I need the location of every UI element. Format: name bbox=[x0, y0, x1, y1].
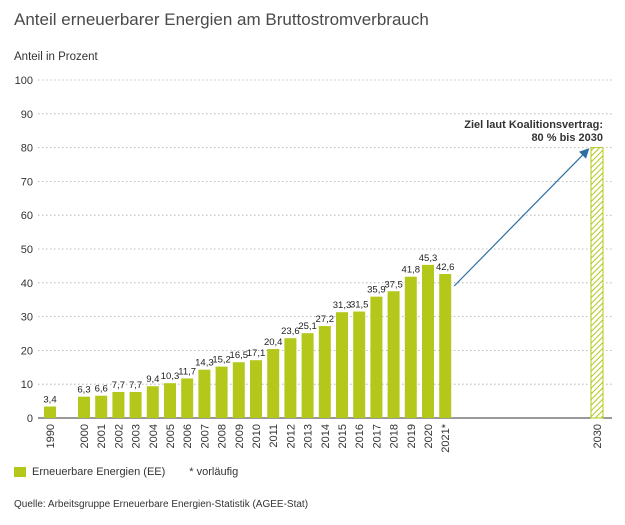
legend-swatch bbox=[14, 467, 26, 477]
target-annotation-line1: Ziel laut Koalitionsvertrag: bbox=[464, 119, 603, 131]
data-label: 31,3 bbox=[333, 300, 352, 311]
data-label: 42,6 bbox=[436, 262, 455, 273]
data-label: 15,2 bbox=[212, 355, 231, 366]
bar bbox=[422, 264, 434, 418]
bar bbox=[387, 291, 400, 418]
x-tick-label: 1990 bbox=[45, 424, 57, 448]
x-tick-label: 2007 bbox=[199, 424, 211, 448]
legend-note: * vorläufig bbox=[189, 466, 239, 478]
data-label: 3,4 bbox=[43, 395, 56, 406]
bar bbox=[250, 360, 262, 418]
bar bbox=[336, 312, 348, 418]
x-tick-label: 2000 bbox=[79, 424, 91, 448]
data-label: 23,6 bbox=[281, 326, 300, 337]
bar bbox=[284, 338, 297, 418]
bar bbox=[181, 378, 194, 418]
bar bbox=[44, 406, 56, 418]
y-tick-label: 80 bbox=[21, 143, 33, 155]
data-label: 9,4 bbox=[146, 374, 159, 385]
data-label: 35,9 bbox=[367, 285, 386, 296]
x-tick-label: 2014 bbox=[320, 424, 332, 448]
x-tick-label: 2021* bbox=[440, 423, 452, 452]
bar bbox=[318, 326, 331, 418]
bar bbox=[95, 395, 108, 418]
x-tick-label: 2015 bbox=[337, 424, 349, 448]
x-tick-label: 2011 bbox=[268, 424, 280, 448]
bar bbox=[301, 333, 314, 418]
y-axis-label: Anteil in Prozent bbox=[14, 51, 99, 63]
y-tick-label: 50 bbox=[21, 244, 33, 256]
data-label: 11,7 bbox=[178, 366, 196, 377]
data-label: 20,4 bbox=[264, 337, 283, 348]
x-tick-label: 2017 bbox=[371, 424, 383, 448]
x-tick-label-target: 2030 bbox=[592, 424, 604, 448]
data-label: 17,1 bbox=[247, 348, 266, 359]
chart-title: Anteil erneuerbarer Energien am Bruttost… bbox=[14, 10, 429, 29]
x-tick-label: 2016 bbox=[354, 424, 366, 448]
y-tick-label: 60 bbox=[21, 210, 33, 222]
target-annotation-line2: 80 % bis 2030 bbox=[531, 132, 603, 144]
bar bbox=[78, 396, 90, 418]
y-tick-label: 40 bbox=[21, 278, 33, 290]
bar bbox=[370, 296, 383, 418]
x-tick-label: 2013 bbox=[303, 424, 315, 448]
y-tick-label: 90 bbox=[21, 109, 33, 121]
bar bbox=[164, 383, 176, 418]
x-tick-label: 2001 bbox=[96, 424, 108, 448]
data-label: 41,8 bbox=[402, 265, 421, 276]
data-label: 31,5 bbox=[350, 300, 369, 311]
data-label: 10,3 bbox=[161, 371, 180, 382]
x-tick-label: 2020 bbox=[423, 424, 435, 448]
x-tick-label: 2006 bbox=[182, 424, 194, 448]
x-tick-label: 2019 bbox=[406, 424, 418, 448]
data-label: 16,5 bbox=[230, 350, 249, 361]
y-tick-label: 10 bbox=[21, 379, 33, 391]
x-tick-label: 2010 bbox=[251, 424, 263, 448]
data-label: 37,5 bbox=[384, 279, 403, 290]
bar bbox=[129, 391, 142, 418]
bar bbox=[404, 276, 417, 418]
y-tick-label: 20 bbox=[21, 345, 33, 357]
source-note: Quelle: Arbeitsgruppe Erneuerbare Energi… bbox=[14, 499, 309, 510]
y-tick-label: 0 bbox=[27, 413, 33, 425]
bar bbox=[146, 386, 159, 418]
data-label: 6,6 bbox=[95, 384, 108, 395]
data-label: 25,1 bbox=[298, 321, 317, 332]
bar bbox=[198, 369, 211, 418]
bar bbox=[439, 274, 452, 418]
data-label: 7,7 bbox=[112, 380, 125, 391]
x-tick-label: 2003 bbox=[131, 424, 143, 448]
data-label: 14,3 bbox=[195, 358, 214, 369]
x-tick-label: 2005 bbox=[165, 424, 177, 448]
legend-series-label: Erneuerbare Energien (EE) bbox=[32, 466, 166, 478]
bar bbox=[267, 349, 280, 418]
x-tick-label: 2002 bbox=[113, 424, 125, 448]
y-tick-label: 70 bbox=[21, 176, 33, 188]
x-tick-label: 2012 bbox=[285, 424, 297, 448]
data-label: 45,3 bbox=[419, 253, 438, 264]
target-bar bbox=[590, 147, 604, 419]
bar bbox=[232, 362, 245, 418]
data-label: 27,2 bbox=[316, 314, 335, 325]
target-arrow bbox=[453, 148, 590, 287]
bar bbox=[215, 366, 228, 418]
y-tick-label: 100 bbox=[15, 75, 33, 87]
legend: Erneuerbare Energien (EE) * vorläufig bbox=[14, 466, 238, 478]
bar bbox=[353, 311, 366, 418]
y-tick-label: 30 bbox=[21, 312, 33, 324]
data-label: 7,7 bbox=[129, 380, 142, 391]
data-label: 6,3 bbox=[77, 385, 90, 396]
x-tick-label: 2004 bbox=[148, 424, 160, 448]
x-tick-label: 2018 bbox=[389, 424, 401, 448]
x-tick-label: 2008 bbox=[217, 424, 229, 448]
x-tick-label: 2009 bbox=[234, 424, 246, 448]
bar bbox=[112, 391, 125, 418]
